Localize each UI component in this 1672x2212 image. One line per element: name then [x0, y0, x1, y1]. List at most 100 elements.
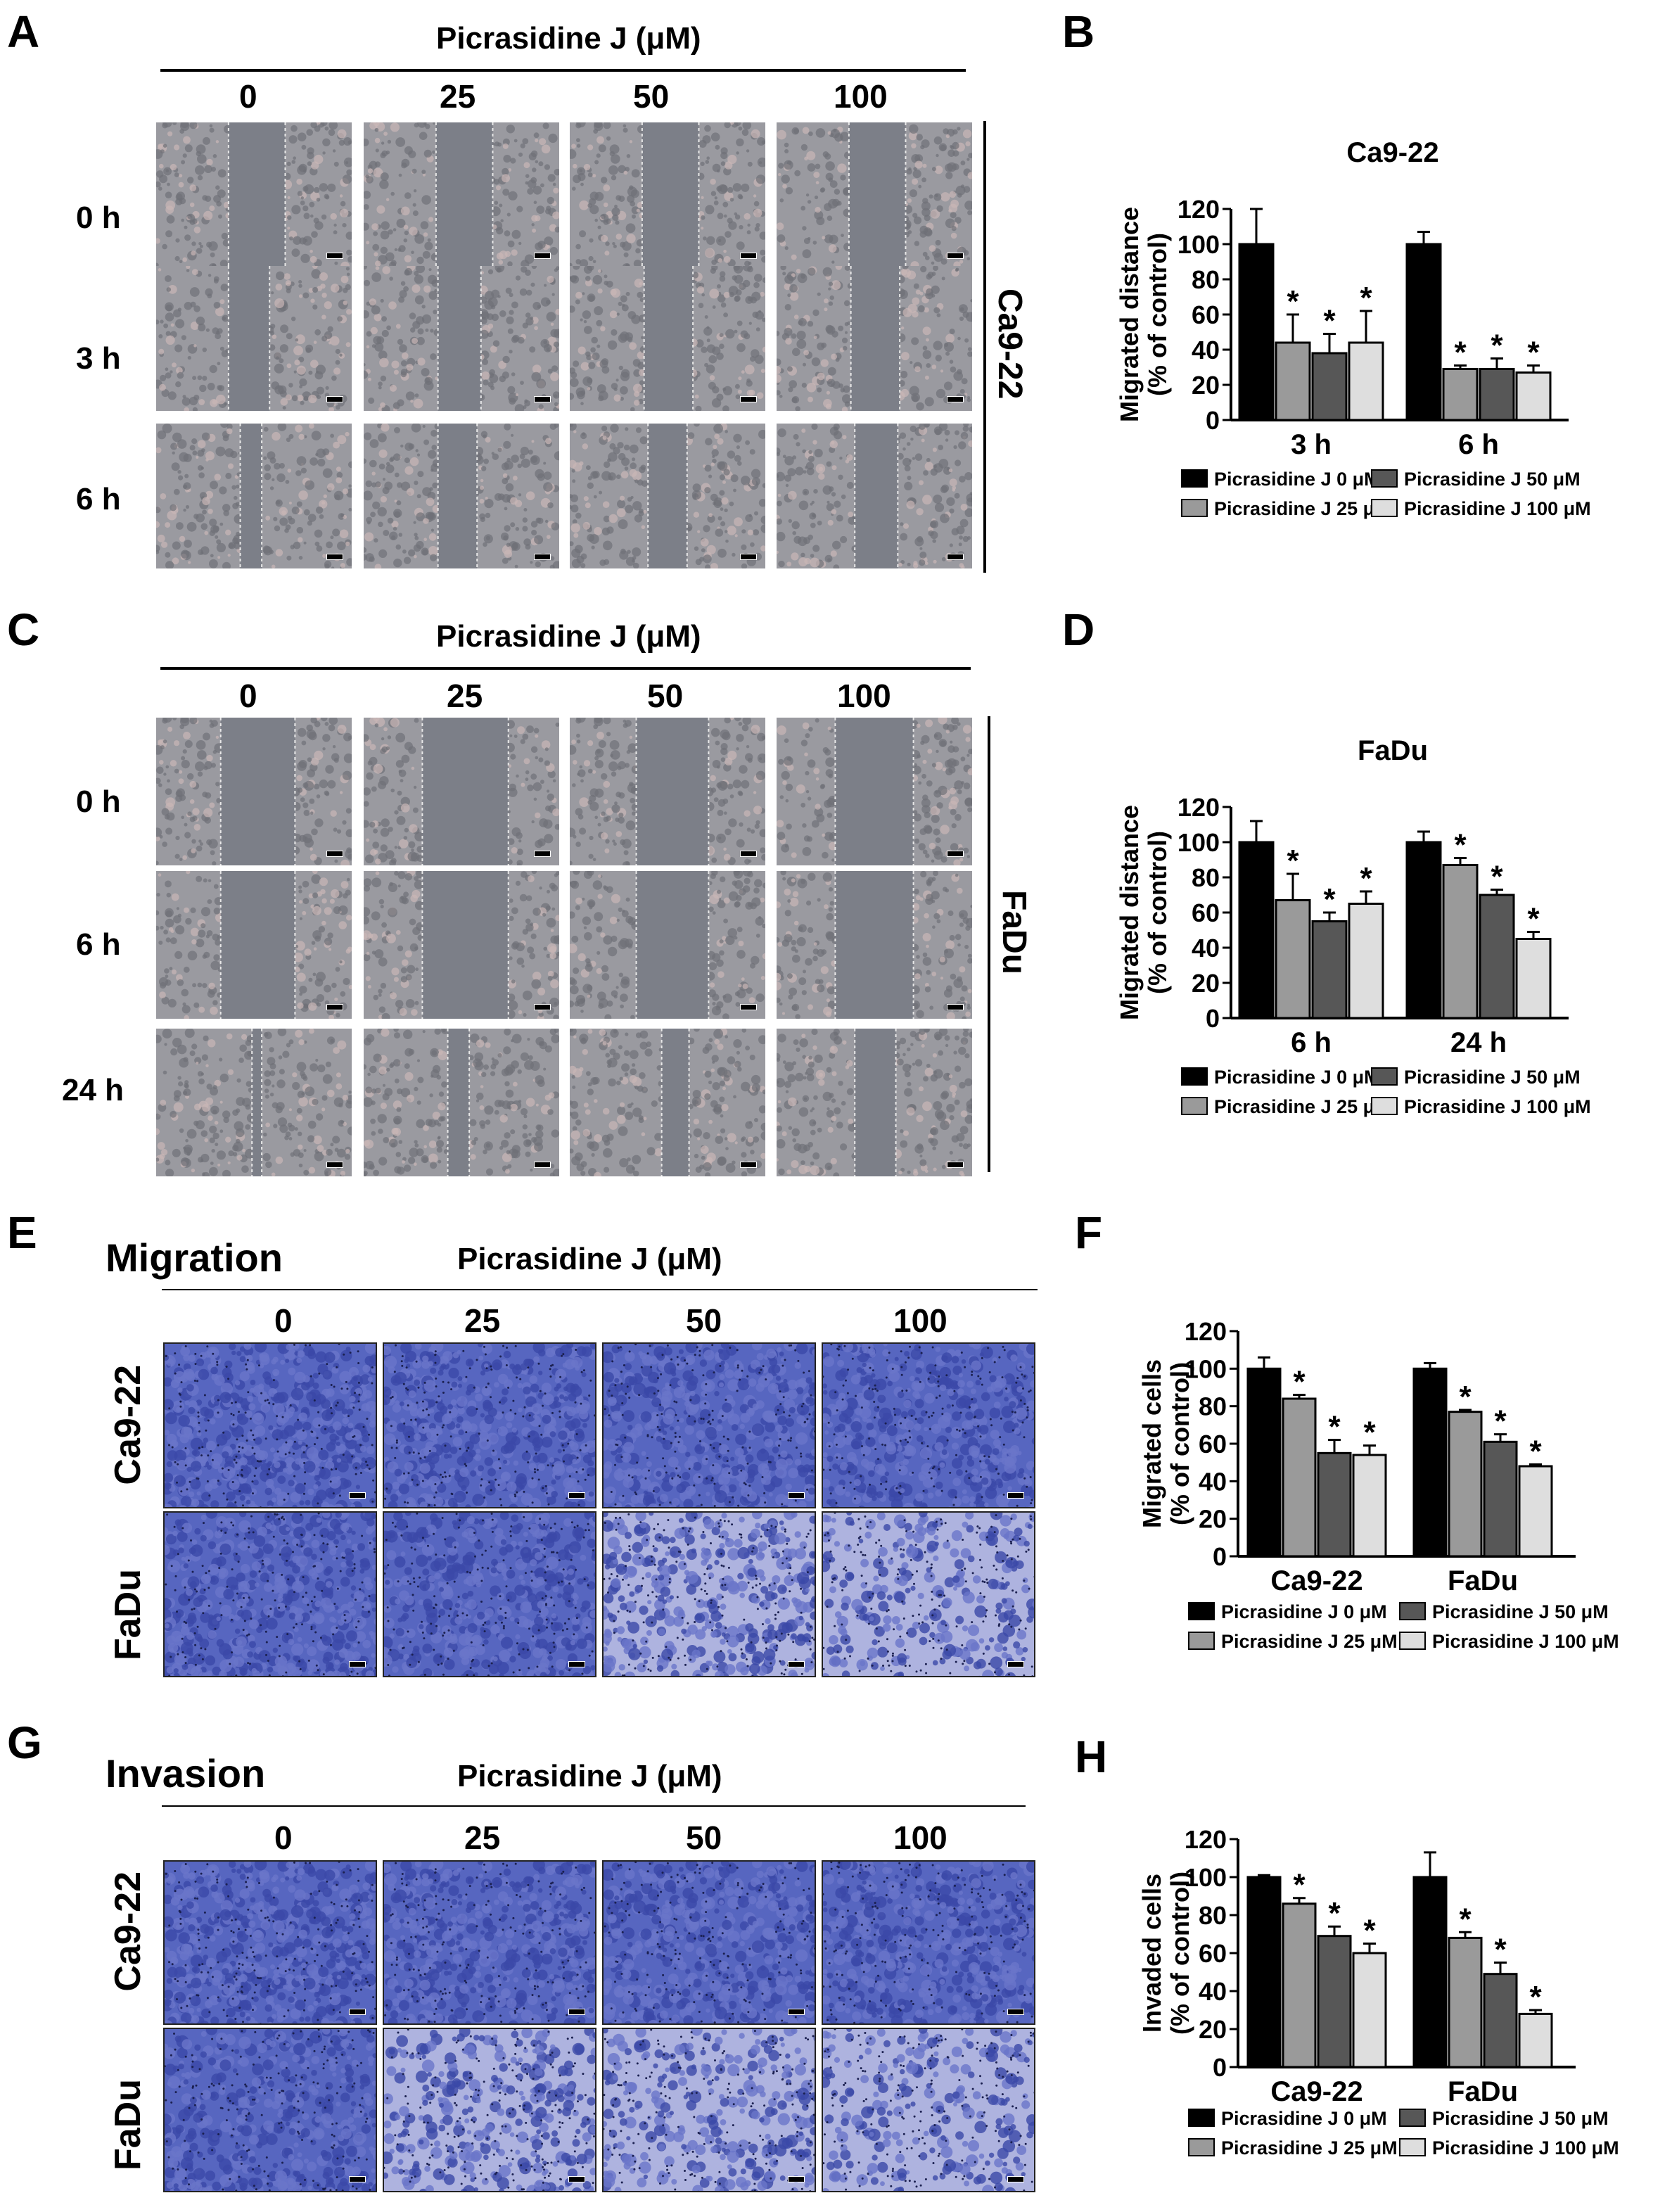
row-label-e-fadu: FaDu	[108, 1569, 148, 1660]
treatment-title-c: Picrasidine J (μM)	[436, 619, 701, 654]
scale-bar	[326, 851, 343, 857]
bar-B-g0-s0	[1238, 243, 1275, 421]
scale-bar	[1007, 1661, 1024, 1667]
scale-bar	[349, 2176, 366, 2182]
bar-H-g1-s1	[1448, 1936, 1483, 2068]
y-axis-label: Migrated distance	[1115, 805, 1144, 1020]
assay-label-migration: Migration	[106, 1235, 283, 1280]
conc-label-c-50: 50	[647, 678, 684, 714]
conc-label-c-100: 100	[837, 678, 891, 714]
category-label: 6 h	[1291, 1027, 1332, 1058]
y-tick-label: 80	[1192, 265, 1220, 294]
row-label-a-0h: 0 h	[76, 201, 121, 235]
scale-bar	[1007, 1492, 1024, 1499]
conc-label-e-25: 25	[464, 1302, 501, 1339]
y-tick-label: 0	[1213, 2053, 1227, 2082]
wound-c-image-r1-c0	[156, 871, 352, 1019]
legend-swatch	[1188, 2109, 1215, 2127]
conc-label-g-0: 0	[274, 1819, 293, 1856]
wound-c-image-r1-c1	[364, 871, 559, 1019]
chart-h: Invaded cells (% of control) 0 20 40 60 80 100 1…	[1137, 1825, 1619, 2159]
bar-F-g0-s1	[1282, 1397, 1317, 1558]
bar-D-g1-s3	[1515, 938, 1552, 1019]
treatment-title-g: Picrasidine J (μM)	[457, 1759, 722, 1793]
y-tick-label: 80	[1192, 863, 1220, 892]
conc-label-g-25: 25	[464, 1819, 501, 1856]
scale-bar	[740, 851, 757, 857]
scale-bar	[568, 2009, 585, 2015]
y-tick-label: 120	[1185, 1317, 1227, 1346]
y-tick-label: 100	[1185, 1354, 1227, 1383]
y-axis-label: Invaded cells	[1137, 1874, 1166, 2033]
category-label: Ca9-22	[1270, 1565, 1363, 1596]
scale-bar	[534, 396, 551, 402]
cell-line-label-c: FaDu	[995, 890, 1033, 974]
bar-H-g1-s0	[1412, 1876, 1448, 2068]
scale-bar	[947, 1004, 964, 1010]
conc-label-e-100: 100	[893, 1302, 947, 1339]
significance-marker: *	[1360, 281, 1372, 315]
conc-label-g-100: 100	[893, 1819, 947, 1856]
category-label: FaDu	[1448, 2076, 1518, 2107]
cell-line-label-a: Ca9-22	[991, 288, 1028, 400]
scale-bar	[534, 554, 551, 560]
significance-marker: *	[1527, 902, 1540, 936]
y-tick-label: 60	[1199, 1939, 1227, 1968]
wound-a-image-r2-c0	[156, 424, 352, 568]
significance-marker: *	[1323, 882, 1336, 917]
conc-label-g-50: 50	[686, 1819, 722, 1856]
y-axis-label: Migrated distance	[1115, 207, 1144, 422]
legend-label: Picrasidine J 25 μM	[1214, 1096, 1391, 1117]
y-tick-label: 40	[1199, 1467, 1227, 1496]
significance-marker: *	[1494, 1404, 1507, 1439]
scale-bar	[740, 1162, 757, 1168]
bar-F-g1-s1	[1448, 1411, 1483, 1558]
row-label-a-6h: 6 h	[76, 482, 121, 516]
scale-bar	[947, 1162, 964, 1168]
migration-image-r0-c2	[602, 1342, 816, 1508]
legend-swatch	[1181, 469, 1208, 488]
y-tick-label: 80	[1199, 1901, 1227, 1930]
significance-marker: *	[1360, 861, 1372, 896]
scale-bar	[1007, 2009, 1024, 2015]
scale-bar	[788, 2176, 805, 2182]
wound-c-image-r2-c3	[777, 1029, 972, 1176]
wound-a-image-r1-c1	[364, 266, 559, 411]
migration-image-r0-c3	[822, 1342, 1035, 1508]
invasion-image-r1-c2	[602, 2028, 816, 2192]
y-tick-label: 120	[1185, 1825, 1227, 1854]
bar-D-g0-s1	[1275, 899, 1311, 1019]
y-tick-label: 80	[1199, 1392, 1227, 1421]
conc-label-a-100: 100	[834, 78, 888, 115]
significance-marker: *	[1494, 1933, 1507, 1967]
scale-bar	[326, 396, 343, 402]
scale-bar	[788, 2009, 805, 2015]
bar-F-g1-s0	[1412, 1367, 1448, 1558]
bar-F-g0-s3	[1352, 1454, 1387, 1558]
legend-label: Picrasidine J 25 μM	[1214, 498, 1391, 519]
legend-swatch	[1399, 2109, 1426, 2127]
wound-a-image-r0-c3	[777, 122, 972, 267]
scale-bar	[568, 1661, 585, 1667]
migration-image-r1-c0	[163, 1511, 377, 1677]
legend-label: Picrasidine J 100 μM	[1432, 2137, 1619, 2159]
bar-F-g0-s0	[1246, 1367, 1282, 1558]
significance-marker: *	[1328, 1410, 1341, 1444]
legend-label: Picrasidine J 25 μM	[1221, 1631, 1398, 1652]
significance-marker: *	[1287, 844, 1299, 878]
invasion-image-r0-c3	[822, 1860, 1035, 2025]
panel-label-g: G	[7, 1717, 42, 1768]
row-label-c-24h: 24 h	[62, 1073, 125, 1107]
legend-swatch	[1181, 499, 1208, 517]
legend-swatch	[1188, 2138, 1215, 2156]
wound-a-image-r2-c3	[777, 424, 972, 568]
category-label: Ca9-22	[1270, 2076, 1363, 2107]
invasion-image-r0-c0	[163, 1860, 377, 2025]
bar-B-g1-s3	[1515, 371, 1552, 421]
treatment-title-e: Picrasidine J (μM)	[457, 1242, 722, 1276]
wound-c-image-r1-c2	[570, 871, 765, 1019]
y-axis-label: Migrated cells	[1137, 1359, 1166, 1528]
bar-B-g1-s0	[1405, 243, 1442, 421]
y-tick-label: 100	[1185, 1863, 1227, 1892]
migration-image-r1-c2	[602, 1511, 816, 1677]
